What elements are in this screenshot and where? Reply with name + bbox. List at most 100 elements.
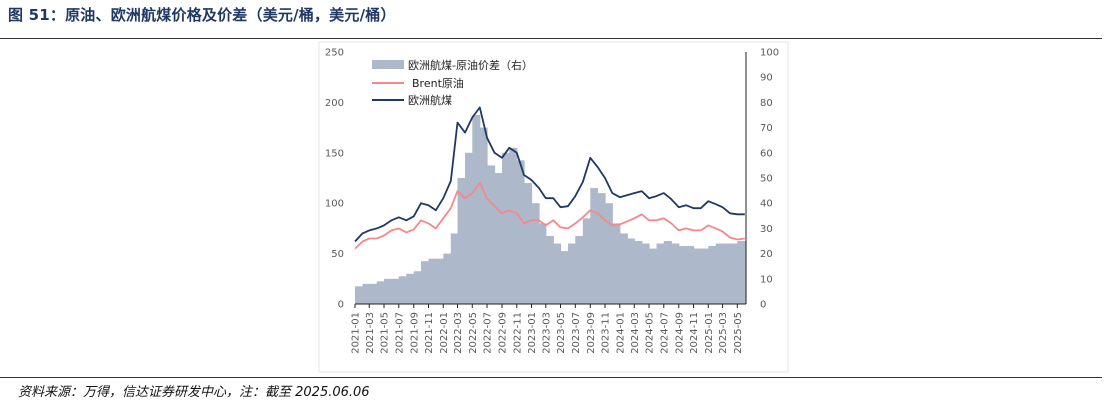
spread-bar [531, 203, 540, 304]
x-tick-label: 2022-05 [468, 312, 479, 354]
legend: 欧洲航煤-原油价差（右） Brent原油 欧洲航煤 [372, 58, 533, 107]
spread-bar [524, 183, 533, 304]
y-left-ticks: 0 50 100 150 200 250 [325, 48, 344, 311]
x-tick-label: 2021-09 [409, 312, 420, 354]
spread-bar [634, 241, 643, 304]
x-tick-label: 2025-01 [704, 312, 715, 354]
x-tick-label: 2024-07 [659, 312, 670, 354]
y-right-tick-label: 70 [760, 123, 773, 134]
footer-divider [0, 377, 1102, 378]
spread-bar [355, 286, 364, 304]
y-left-tick-label: 200 [325, 98, 344, 109]
y-right-tick-label: 50 [760, 174, 773, 185]
spread-bar [553, 243, 562, 304]
spread-bar [516, 160, 525, 304]
y-right-tick-label: 60 [760, 148, 773, 159]
spread-bar [627, 238, 635, 304]
y-left-tick-label: 50 [331, 249, 344, 260]
spread-bar [406, 273, 415, 304]
price-lines-layer [354, 106, 745, 250]
y-right-tick-label: 20 [760, 249, 773, 260]
spread-bar [421, 261, 430, 304]
x-tick-label: 2024-09 [674, 312, 685, 354]
x-tick-label: 2025-03 [718, 312, 729, 354]
spread-bar [612, 223, 621, 304]
x-tick-label: 2022-09 [498, 312, 509, 354]
brent-line [354, 182, 745, 250]
spread-bar [362, 283, 370, 304]
x-tick-label: 2023-01 [527, 312, 538, 354]
x-tick-label: 2024-05 [645, 312, 656, 354]
spread-bar [450, 233, 459, 304]
spread-bar [641, 243, 650, 304]
spread-bar [391, 278, 400, 304]
spread-bar [376, 281, 385, 304]
y-right-tick-label: 90 [760, 73, 773, 84]
y-right-tick-label: 0 [760, 300, 766, 311]
x-tick-label: 2022-07 [483, 312, 494, 354]
spread-bar [435, 258, 444, 304]
y-right-ticks: 0 10 20 30 40 50 60 70 80 90 100 [760, 48, 779, 311]
spread-bar [398, 276, 407, 304]
x-tick-label: 2021-01 [351, 312, 362, 354]
y-right-tick-label: 100 [760, 48, 779, 59]
spread-bar [457, 178, 466, 304]
spread-bar [472, 115, 481, 304]
plot-frame [318, 41, 789, 373]
spread-bar [656, 243, 665, 304]
y-right-tick-label: 30 [760, 224, 773, 235]
y-left-tick-label: 0 [338, 300, 344, 311]
spread-bar [479, 127, 488, 304]
y-left-tick-label: 100 [325, 199, 344, 210]
y-right-tick-label: 40 [760, 199, 773, 210]
x-tick-label: 2023-09 [586, 312, 597, 354]
spread-bar [597, 193, 606, 304]
x-tick-label: 2024-11 [689, 312, 700, 354]
legend-label-spread: 欧洲航煤-原油价差（右） [408, 58, 533, 72]
spread-bar [443, 253, 452, 304]
spread-bar [494, 172, 503, 304]
x-tick-label: 2024-01 [615, 312, 626, 354]
chart-title: 图 51：原油、欧洲航煤价格及价差（美元/桶，美元/桶） [8, 6, 396, 24]
spread-bar [605, 203, 613, 304]
x-tick-label: 2022-01 [439, 312, 450, 354]
spread-bar [722, 243, 731, 304]
title-divider [0, 38, 1102, 39]
jet-fuel-line [354, 106, 745, 243]
spread-bar [560, 251, 569, 304]
y-left-tick-label: 150 [325, 148, 344, 159]
x-tick-label: 2023-11 [601, 312, 612, 354]
spread-bar [545, 235, 554, 304]
spread-bar [715, 243, 724, 304]
y-right-tick-label: 10 [760, 274, 773, 285]
y-right-tick-label: 80 [760, 98, 773, 109]
spread-bar [678, 246, 687, 304]
x-tick-label: 2021-07 [394, 312, 405, 354]
spread-bar [384, 278, 393, 304]
spread-bar [582, 218, 591, 304]
spread-bar [619, 233, 628, 304]
spread-bar [590, 188, 599, 304]
spread-bar [413, 271, 422, 304]
y-left-tick-label: 250 [325, 48, 344, 59]
x-tick-label: 2022-11 [512, 312, 523, 354]
x-ticks: 2021-01 2021-03 2021-05 2021-07 2021-09 2021-… [351, 304, 744, 354]
legend-label-brent: Brent原油 [412, 76, 464, 90]
x-tick-label: 2023-07 [571, 312, 582, 354]
spread-bar [671, 243, 680, 304]
spread-bar [737, 241, 746, 304]
spread-area-layer [355, 115, 747, 304]
spread-bar [649, 248, 658, 304]
x-tick-label: 2025-05 [733, 312, 744, 354]
x-tick-label: 2023-05 [556, 312, 567, 354]
x-tick-label: 2024-03 [630, 312, 641, 354]
spread-bar [686, 246, 695, 304]
spread-bar [708, 246, 717, 304]
spread-bar [575, 235, 584, 304]
spread-bar [465, 152, 473, 304]
spread-bar [539, 223, 547, 304]
spread-bar [509, 147, 518, 304]
spread-bar [428, 258, 437, 304]
spread-bar [730, 243, 738, 304]
